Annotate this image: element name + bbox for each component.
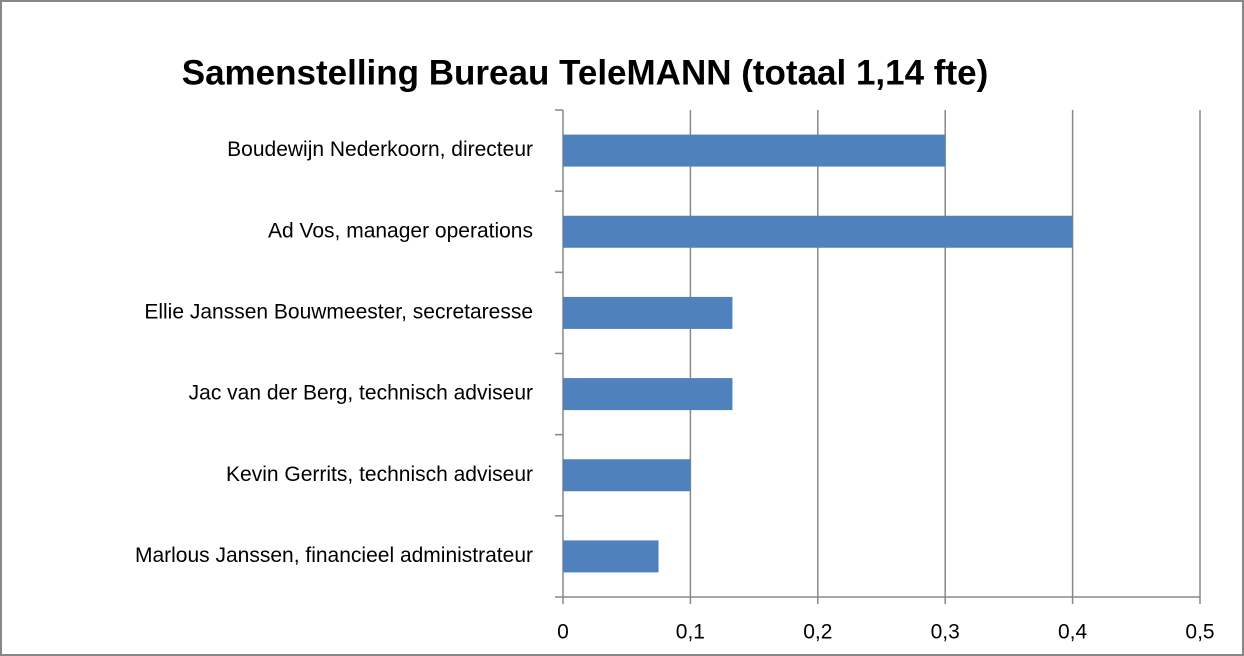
y-tick-label: Ellie Janssen Bouwmeester, secretaresse <box>144 300 533 323</box>
x-tick-label: 0,4 <box>1058 621 1088 644</box>
y-tick-label: Marlous Janssen, financieel administrate… <box>135 544 533 567</box>
x-tick-label: 0,3 <box>931 621 960 644</box>
y-tick-label: Boudewijn Nederkoorn, directeur <box>227 138 533 161</box>
bar <box>563 378 733 411</box>
bar <box>563 459 691 492</box>
x-tick-label: 0,2 <box>803 621 832 644</box>
bar <box>563 134 946 167</box>
bar <box>563 215 1073 248</box>
y-tick-label: Jac van der Berg, technisch adviseur <box>189 382 533 405</box>
x-tick-label: 0,1 <box>676 621 705 644</box>
chart-title: Samenstelling Bureau TeleMANN (totaal 1,… <box>182 53 988 92</box>
x-tick-label: 0,5 <box>1185 621 1214 644</box>
y-tick-label: Kevin Gerrits, technisch adviseur <box>226 463 533 486</box>
y-tick-label: Ad Vos, manager operations <box>268 219 533 242</box>
bar <box>563 540 659 573</box>
bar <box>563 296 733 329</box>
x-tick-label: 0 <box>557 621 569 644</box>
